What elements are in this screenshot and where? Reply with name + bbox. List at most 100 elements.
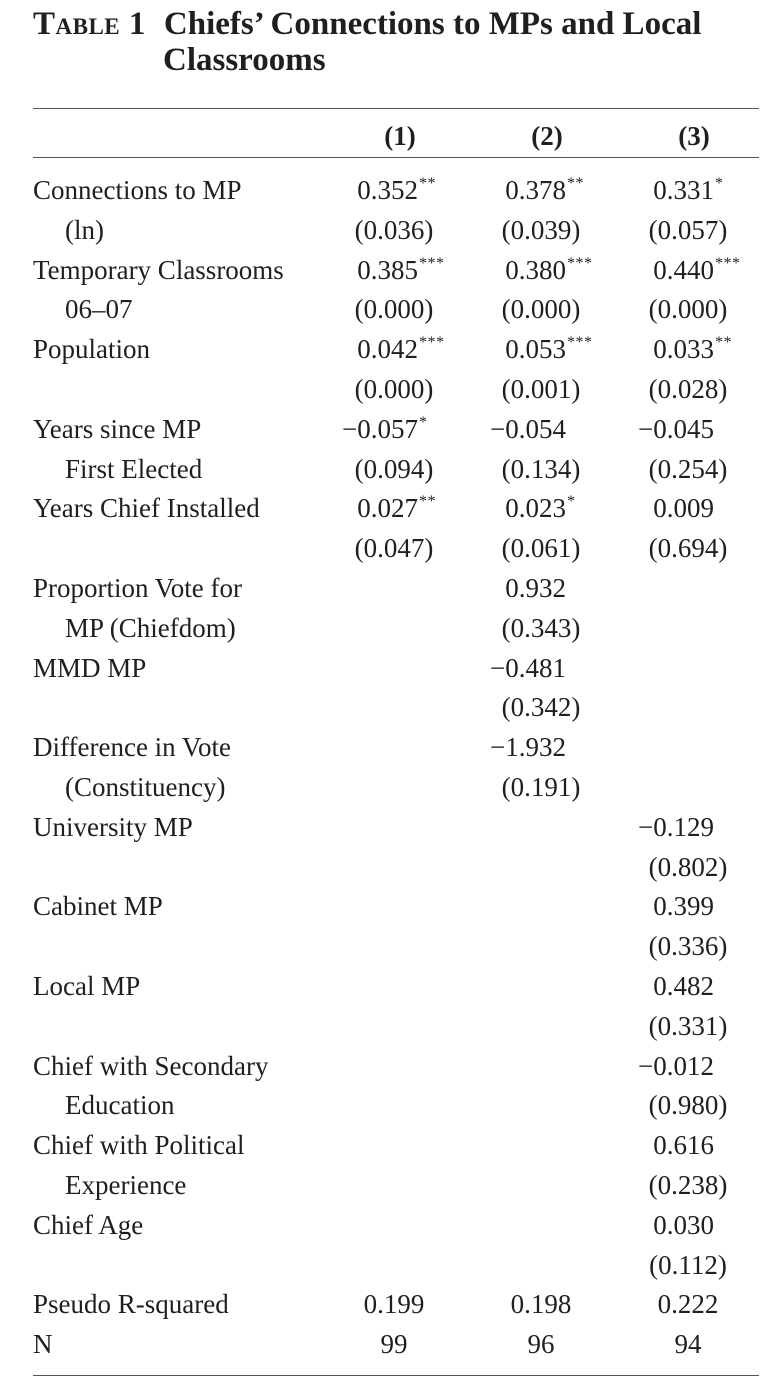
coefficient-value: 0.482 <box>653 971 714 1001</box>
standard-error-cell: (0.057) <box>648 214 728 245</box>
standard-error-cell: (0.000) <box>501 294 581 325</box>
column-header-2: (2) <box>531 121 563 151</box>
coefficient-cell: 0.027 <box>298 490 418 526</box>
row-label: Connections to MP <box>33 175 242 205</box>
coefficient-value: −0.045 <box>638 413 714 444</box>
row-label-continued: Experience <box>65 1170 187 1200</box>
row-label-continued: (Constituency) <box>65 772 226 802</box>
standard-error-cell: (0.094) <box>354 453 434 484</box>
significance-stars: ** <box>419 175 436 192</box>
standard-error-cell: (0.036) <box>354 214 434 245</box>
stat-value: 0.199 <box>363 1289 425 1320</box>
coefficient-cell: 0.331 <box>594 172 714 208</box>
row-label-continued: Education <box>65 1090 175 1121</box>
row-label-continued: (ln) <box>65 214 104 245</box>
row-label: Population <box>33 334 151 365</box>
standard-error-cell: (0.191) <box>501 772 581 802</box>
column-header-3: (3) <box>678 121 710 151</box>
significance-stars: ** <box>567 175 584 192</box>
standard-error-cell: (0.134) <box>501 453 581 484</box>
coefficient-value: −0.012 <box>638 1050 714 1081</box>
significance-stars: *** <box>419 254 445 272</box>
coefficient-value: 0.616 <box>653 1130 714 1161</box>
coefficient-value: 0.331 <box>653 175 714 205</box>
coefficient-cell: 0.042 <box>298 331 418 367</box>
coefficient-cell: 0.616 <box>594 1127 714 1163</box>
row-label: Proportion Vote for <box>33 573 242 603</box>
coefficient-cell: −0.054 <box>446 411 566 447</box>
row-label: Chief with Political <box>33 1130 245 1161</box>
standard-error-cell: (0.047) <box>354 533 434 564</box>
stat-label: N <box>33 1329 53 1360</box>
standard-error-cell: (0.342) <box>501 692 581 723</box>
coefficient-cell: 0.053 <box>446 331 566 367</box>
bottom-rule <box>33 1375 759 1376</box>
row-label: MMD MP <box>33 652 147 683</box>
coefficient-value: 0.033 <box>653 334 714 365</box>
coefficient-cell: 0.385 <box>298 252 418 288</box>
row-label-continued: 06–07 <box>65 294 133 325</box>
coefficient-value: 0.385 <box>357 254 418 285</box>
coefficient-value: 0.399 <box>653 891 714 922</box>
coefficient-cell: 0.009 <box>594 490 714 526</box>
coefficient-cell: 0.352 <box>298 172 418 208</box>
coefficient-cell: 0.378 <box>446 172 566 208</box>
coefficient-value: 0.023 <box>505 493 566 524</box>
standard-error-cell: (0.331) <box>648 1010 728 1041</box>
row-label: Chief Age <box>33 1209 144 1240</box>
column-header-1: (1) <box>384 121 416 151</box>
coefficient-cell: −1.932 <box>446 729 566 765</box>
coefficient-value: 0.030 <box>653 1209 714 1240</box>
row-label: Chief with Secondary <box>33 1050 269 1081</box>
standard-error-cell: (0.001) <box>501 374 581 404</box>
table-title-line-1: Chiefs’ Connections to MPs and Local <box>163 6 702 42</box>
standard-error-cell: (0.802) <box>648 851 728 882</box>
standard-error-cell: (0.254) <box>648 453 728 484</box>
standard-error-cell: (0.980) <box>648 1090 728 1121</box>
coefficient-value: 0.380 <box>505 254 566 285</box>
coefficient-value: 0.027 <box>357 493 418 524</box>
row-label: Local MP <box>33 971 141 1001</box>
coefficient-value: 0.932 <box>505 573 566 603</box>
coefficient-value: 0.042 <box>357 334 418 365</box>
row-label: Years since MP <box>33 413 202 444</box>
significance-stars: *** <box>715 254 741 272</box>
coefficient-cell: −0.057 <box>298 411 418 447</box>
coefficient-value: 0.009 <box>653 493 714 524</box>
significance-stars: *** <box>567 334 593 352</box>
coefficient-cell: 0.440 <box>594 252 714 288</box>
standard-error-cell: (0.694) <box>648 533 728 564</box>
table-title: Table 1 Chiefs’ Connections to MPs and Lo… <box>33 6 763 78</box>
stat-value: 96 <box>527 1329 555 1360</box>
top-rule <box>33 108 759 109</box>
significance-stars: *** <box>419 334 445 352</box>
standard-error-cell: (0.112) <box>649 1249 727 1280</box>
coefficient-value: 0.352 <box>357 175 418 205</box>
coefficient-cell: 0.932 <box>446 570 566 606</box>
standard-error-cell: (0.336) <box>648 931 728 962</box>
coefficient-value: 0.053 <box>505 334 566 365</box>
coefficient-cell: −0.012 <box>594 1048 714 1084</box>
coefficient-value: 0.440 <box>653 254 714 285</box>
standard-error-cell: (0.039) <box>501 214 581 245</box>
stat-value: 94 <box>674 1329 702 1360</box>
standard-error-cell: (0.000) <box>648 294 728 325</box>
row-label-continued: MP (Chiefdom) <box>65 612 236 643</box>
table-label: Table 1 <box>33 6 146 42</box>
stat-label: Pseudo R-squared <box>33 1289 229 1320</box>
stat-value: 0.198 <box>510 1289 572 1320</box>
standard-error-cell: (0.028) <box>648 374 728 404</box>
standard-error-cell: (0.343) <box>501 612 581 643</box>
standard-error-cell: (0.061) <box>501 533 581 564</box>
coefficient-cell: −0.481 <box>446 650 566 686</box>
row-label: Cabinet MP <box>33 891 163 922</box>
coefficient-cell: 0.023 <box>446 490 566 526</box>
coefficient-cell: 0.033 <box>594 331 714 367</box>
significance-stars: * <box>567 493 576 511</box>
row-label-continued: First Elected <box>65 453 203 484</box>
significance-stars: ** <box>419 493 436 511</box>
row-label: Years Chief Installed <box>33 493 260 524</box>
table-title-line-2: Classrooms <box>163 42 326 78</box>
standard-error-cell: (0.238) <box>648 1170 728 1200</box>
significance-stars: *** <box>567 254 593 272</box>
